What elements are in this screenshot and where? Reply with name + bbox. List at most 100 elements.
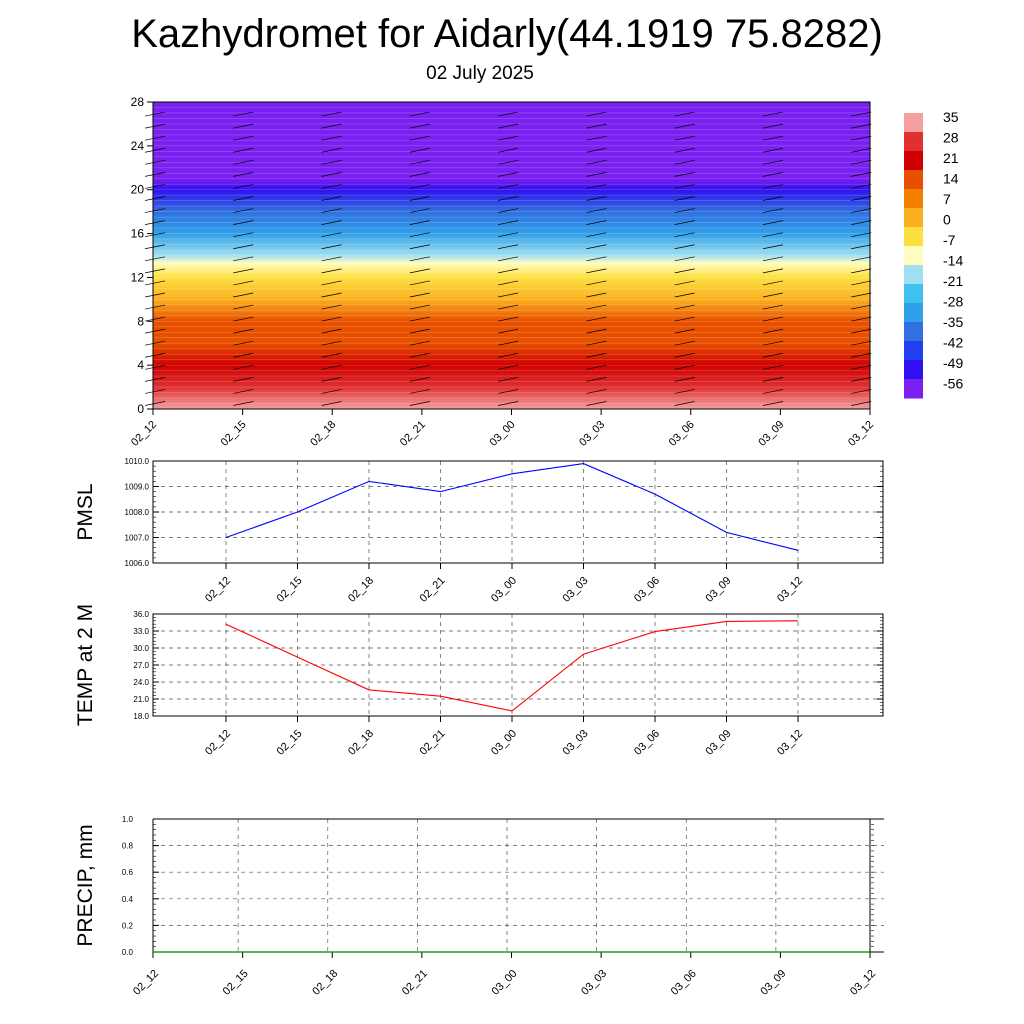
wind-barb	[321, 280, 342, 286]
y-tick-label: 18.0	[133, 712, 149, 721]
wind-barb	[674, 147, 695, 153]
wind-barb	[851, 316, 872, 322]
wind-barb	[851, 280, 872, 286]
wind-barb	[674, 232, 695, 238]
series-line	[225, 620, 799, 712]
colorbar-swatch	[904, 303, 923, 323]
y-axis-label: TEMP at 2 M	[74, 604, 97, 726]
wind-barb	[586, 111, 607, 117]
wind-barb	[409, 159, 430, 165]
x-tick-label: 03_06	[632, 728, 662, 758]
series-line	[225, 463, 799, 551]
x-tick-label: 03_03	[561, 728, 591, 758]
colorbar-label: -21	[943, 273, 963, 289]
x-tick-label: 03_09	[704, 728, 734, 758]
wind-barb	[321, 304, 342, 310]
y-tick-label: 24.0	[133, 678, 149, 687]
wind-barb	[321, 208, 342, 213]
wind-barb	[586, 316, 607, 322]
plot-frame	[152, 460, 884, 564]
x-tick-label: 02_15	[221, 968, 251, 998]
wind-barb	[762, 377, 784, 382]
colorbar: 35 28 21 14 7 0 -7 -14 -21 -28 -35 -42 -49 -56	[904, 109, 963, 399]
y-tick-label: 24	[131, 139, 145, 153]
wind-barb	[233, 340, 254, 346]
colorbar-label: 28	[943, 130, 959, 146]
wind-barb	[498, 256, 519, 262]
wind-barb	[586, 292, 607, 298]
y-tick-label: 0.4	[122, 895, 134, 904]
wind-barb	[409, 184, 430, 189]
wind-barb	[233, 172, 254, 177]
colorbar-label: -7	[943, 232, 956, 248]
wind-barb	[674, 364, 695, 370]
wind-barb	[233, 244, 254, 250]
wind-barb	[321, 364, 342, 370]
colorbar-swatch	[904, 360, 923, 380]
x-tick-label: 03_03	[579, 968, 609, 998]
wind-barb	[144, 377, 166, 382]
wind-barb	[762, 401, 784, 406]
colorbar-swatch	[904, 284, 923, 304]
wind-barb	[762, 304, 784, 310]
wind-barb	[321, 328, 342, 334]
y-tick-label: 27.0	[133, 661, 149, 670]
wind-barb	[851, 172, 872, 177]
wind-barb	[586, 364, 607, 370]
wind-barb	[586, 328, 607, 334]
x-tick-label: 03_03	[561, 575, 591, 605]
wind-barb	[762, 232, 784, 238]
wind-barb	[674, 304, 695, 310]
wind-barb	[409, 220, 430, 225]
wind-barb	[233, 159, 254, 165]
wind-barb	[409, 340, 430, 346]
colorbar-swatch	[904, 151, 923, 171]
wind-barb	[586, 401, 607, 406]
wind-barb	[851, 389, 872, 394]
y-tick-label: 33.0	[133, 627, 149, 636]
wind-barb	[762, 184, 784, 189]
wind-barb	[498, 316, 519, 322]
y-tick-label: 30.0	[133, 644, 149, 653]
x-tick-label: 02_18	[346, 728, 376, 758]
wind-barb	[409, 147, 430, 153]
wind-barb	[674, 220, 695, 225]
wind-barb	[233, 401, 254, 406]
wind-barb	[851, 401, 872, 406]
wind-barb	[762, 364, 784, 370]
wind-barb	[409, 316, 430, 322]
wind-barb	[586, 159, 607, 165]
plot-frame	[152, 613, 884, 717]
wind-barb	[674, 244, 695, 250]
y-axis-label: PMSL	[74, 483, 97, 540]
y-tick-label: 4	[137, 358, 144, 372]
wind-barb	[321, 268, 342, 274]
wind-barb	[498, 111, 519, 117]
colorbar-swatch	[904, 265, 923, 285]
wind-barb	[498, 172, 519, 177]
temperature-field	[153, 102, 870, 409]
wind-barb	[586, 280, 607, 286]
x-tick-label: 03_00	[488, 419, 518, 449]
wind-barb	[321, 389, 342, 394]
wind-barb	[674, 208, 695, 213]
wind-barb	[409, 172, 430, 177]
y-tick-label: 0.6	[122, 868, 134, 877]
wind-barb	[498, 208, 519, 213]
wind-barb	[762, 135, 784, 141]
colorbar-label: -42	[943, 335, 963, 351]
wind-barb	[674, 196, 695, 201]
wind-barb	[851, 244, 872, 250]
colorbar-label: -35	[943, 314, 963, 330]
wind-barb	[409, 244, 430, 250]
wind-barb	[498, 340, 519, 346]
colorbar-label: 35	[943, 109, 959, 125]
wind-barb	[851, 147, 872, 153]
wind-barb	[851, 364, 872, 370]
wind-barb	[851, 377, 872, 382]
wind-barb	[498, 352, 519, 358]
wind-barb	[409, 280, 430, 286]
colorbar-swatch	[904, 322, 923, 342]
wind-barb	[586, 220, 607, 225]
wind-barb	[233, 377, 254, 382]
